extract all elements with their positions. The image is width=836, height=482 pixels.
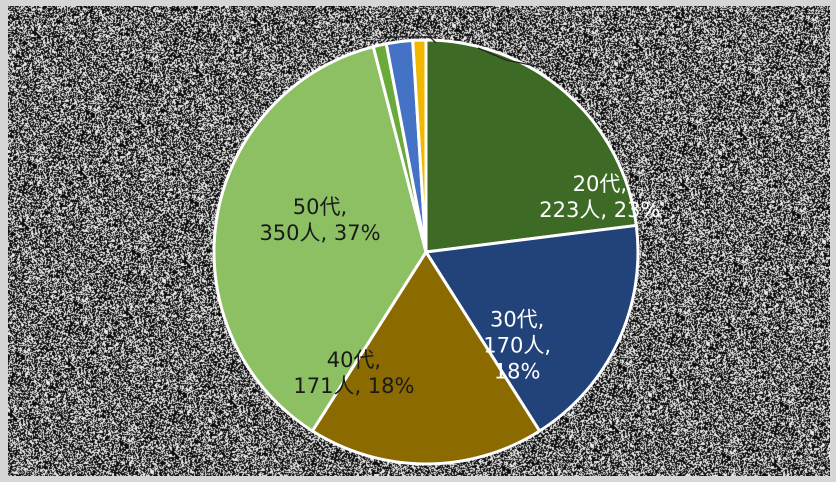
data-label-40代: 40代, 171人, 18% [293, 348, 414, 398]
leader-lines [381, 36, 547, 69]
chart-area: 20代, 223人, 23% 30代, 170人, 18% 40代, 171人, 18% 50… [8, 6, 830, 476]
pie-slice-50代 [212, 45, 428, 433]
pie-chart: 20代, 223人, 23% 30代, 170人, 18% 40代, 171人, 18% 50… [212, 36, 660, 466]
data-labels: 20代, 223人, 23% 30代, 170人, 18% 40代, 171人, 18% 50… [259, 172, 660, 398]
pie-slice-30代 [424, 223, 640, 433]
data-label-50代: 50代, 350人, 37% [259, 195, 380, 245]
leader-line-right [477, 47, 547, 69]
data-label-30代: 30代, 170人, 18% [483, 307, 551, 383]
pie-slice-20代 [424, 38, 638, 254]
pie-slice-40代 [310, 250, 542, 466]
leader-line-top [381, 36, 437, 44]
data-label-20代: 20代, 223人, 23% [539, 172, 660, 222]
pie-slice-6 [411, 38, 428, 254]
pie-slices [212, 38, 640, 466]
